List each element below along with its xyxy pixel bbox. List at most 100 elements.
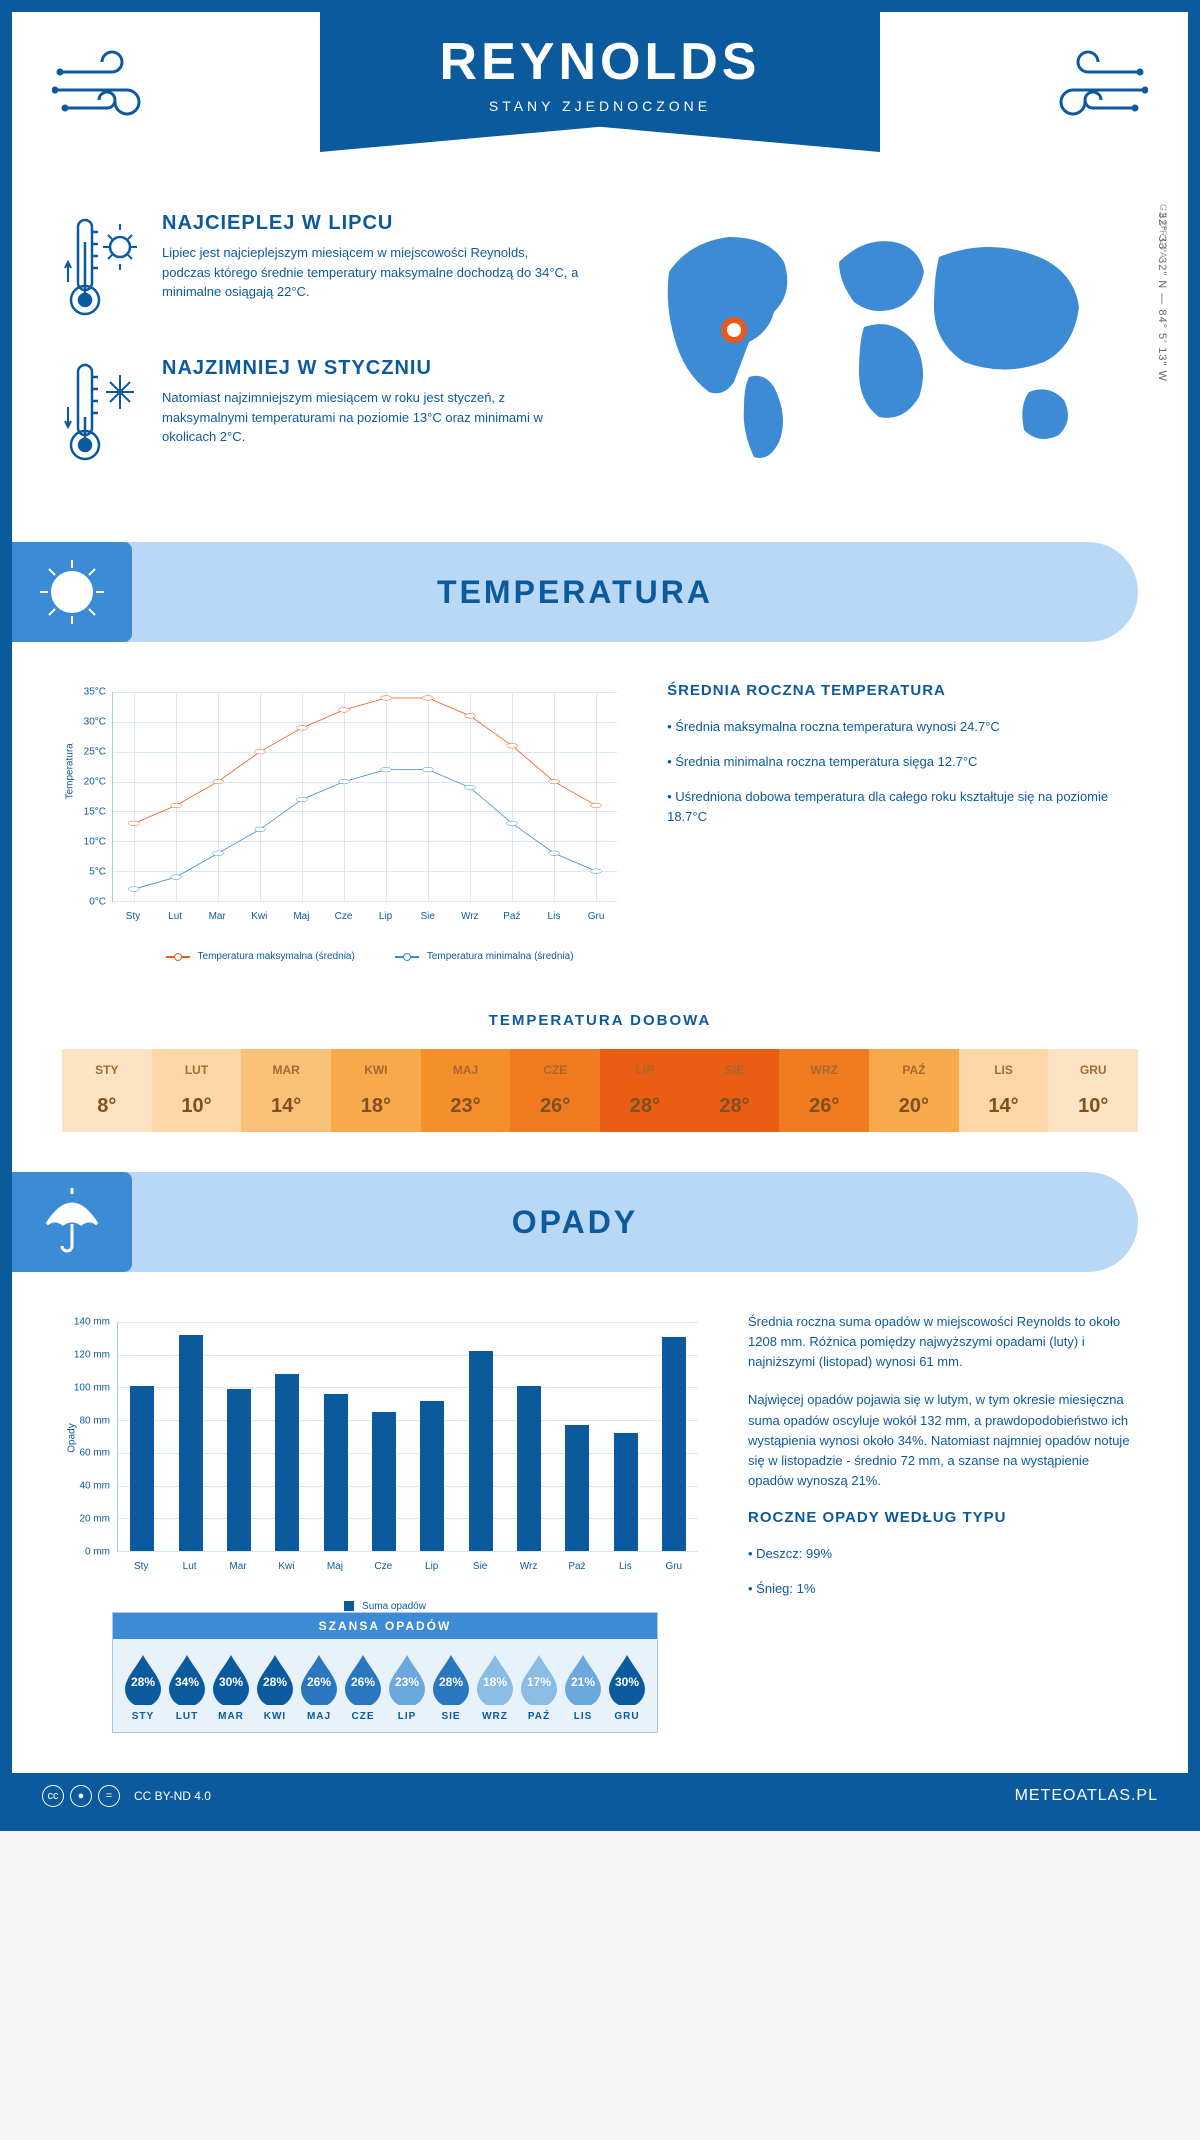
month-label: SIE [690,1063,780,1077]
temp-value: 14° [241,1095,331,1118]
temp-value: 14° [959,1095,1049,1118]
section-title: OPADY [512,1204,638,1241]
bar [372,1412,396,1551]
temp-value: 18° [331,1095,421,1118]
bar [517,1386,541,1551]
raindrop-icon: 21% [561,1653,605,1705]
raindrop-icon: 30% [605,1653,649,1705]
daily-temp-cell: MAR 14° [241,1049,331,1132]
x-tick: Cze [374,1561,392,1572]
month-label: LUT [152,1063,242,1077]
daily-temp-cell: SIE 28° [690,1049,780,1132]
world-map: GEORGIA 32° 33' 32" N — 84° 5' 13" W [620,212,1138,502]
bar [130,1386,154,1551]
thermometer-sun-icon [62,212,142,327]
x-tick: Sie [473,1561,487,1572]
temp-value: 26° [510,1095,600,1118]
cc-icon: cc [42,1785,64,1807]
intro-section: NAJCIEPLEJ W LIPCU Lipiec jest najcieple… [12,192,1188,542]
chance-cell: 30% GRU [605,1653,649,1722]
x-tick: Lip [379,911,392,922]
section-title: TEMPERATURA [437,574,713,611]
title-banner: REYNOLDS STANY ZJEDNOCZONE [320,12,880,152]
month-label: LIP [385,1711,429,1722]
month-label: GRU [605,1711,649,1722]
coldest-fact: NAJZIMNIEJ W STYCZNIU Natomiast najzimni… [62,357,580,472]
y-tick: 120 mm [62,1349,110,1360]
month-label: KWI [253,1711,297,1722]
x-tick: Paź [503,911,520,922]
bar [179,1335,203,1551]
y-tick: 5°C [62,867,106,878]
thermometer-snow-icon [62,357,142,472]
info-item: • Śnieg: 1% [748,1579,1138,1600]
bar [275,1374,299,1551]
month-label: CZE [510,1063,600,1077]
bar [614,1433,638,1551]
daily-temp-cell: LIP28° [600,1049,690,1132]
x-tick: Sie [420,911,434,922]
raindrop-icon: 23% [385,1653,429,1705]
month-label: GRU [1048,1063,1138,1077]
x-tick: Lut [168,911,182,922]
precipitation-info: Średnia roczna suma opadów w miejscowośc… [748,1312,1138,1753]
month-label: MAR [209,1711,253,1722]
month-label: WRZ [473,1711,517,1722]
daily-temp-heading: TEMPERATURA DOBOWA [12,1012,1188,1029]
info-item: • Deszcz: 99% [748,1544,1138,1565]
x-tick: Mar [209,911,226,922]
chance-value: 26% [297,1675,341,1689]
footer: cc ● = CC BY-ND 4.0 METEOATLAS.PL [12,1773,1188,1819]
x-tick: Maj [327,1561,343,1572]
daily-temp-cell: WRZ26° [779,1049,869,1132]
month-label: PAŹ [869,1063,959,1077]
raindrop-icon: 26% [341,1653,385,1705]
y-tick: 35°C [62,687,106,698]
x-tick: Cze [335,911,353,922]
by-icon: ● [70,1785,92,1807]
month-label: SIE [429,1711,473,1722]
daily-temp-cell: GRU 10° [1048,1049,1138,1132]
month-label: LUT [165,1711,209,1722]
bar [469,1351,493,1551]
chance-value: 28% [121,1675,165,1689]
temp-value: 8° [62,1095,152,1118]
info-text: Najwięcej opadów pojawia się w lutym, w … [748,1390,1138,1491]
temp-value: 28° [600,1095,690,1118]
temp-value: 10° [1048,1095,1138,1118]
temp-value: 26° [779,1095,869,1118]
info-heading: ŚREDNIA ROCZNA TEMPERATURA [667,682,1138,699]
x-tick: Maj [293,911,309,922]
chart-legend: Suma opadów [62,1601,708,1612]
page: REYNOLDS STANY ZJEDNOCZONE NAJCIEPLEJ W … [0,0,1200,1831]
header: REYNOLDS STANY ZJEDNOCZONE [12,12,1188,192]
month-label: MAR [241,1063,331,1077]
temp-value: 20° [869,1095,959,1118]
x-tick: Paź [568,1561,585,1572]
y-tick: 0 mm [62,1547,110,1558]
daily-temp-cell: LIS14° [959,1049,1049,1132]
raindrop-icon: 28% [121,1653,165,1705]
x-tick: Lut [183,1561,197,1572]
raindrop-icon: 18% [473,1653,517,1705]
y-tick: 0°C [62,897,106,908]
chance-cell: 23% LIP [385,1653,429,1722]
chance-cell: 26%CZE [341,1653,385,1722]
fact-text: Lipiec jest najcieplejszym miesiącem w m… [162,243,580,302]
chart-legend: Temperatura maksymalna (średnia) Tempera… [112,951,627,962]
chance-cell: 21%LIS [561,1653,605,1722]
raindrop-icon: 26% [297,1653,341,1705]
warmest-fact: NAJCIEPLEJ W LIPCU Lipiec jest najcieple… [62,212,580,327]
temp-value: 28° [690,1095,780,1118]
chance-cell: 30% MAR [209,1653,253,1722]
y-tick: 20 mm [62,1514,110,1525]
chance-cell: 18% WRZ [473,1653,517,1722]
month-label: PAŹ [517,1711,561,1722]
bar [227,1389,251,1551]
chance-cell: 28%SIE [429,1653,473,1722]
x-tick: Sty [134,1561,148,1572]
chance-value: 23% [385,1675,429,1689]
fact-heading: NAJZIMNIEJ W STYCZNIU [162,357,580,380]
raindrop-icon: 30% [209,1653,253,1705]
month-label: STY [62,1063,152,1077]
